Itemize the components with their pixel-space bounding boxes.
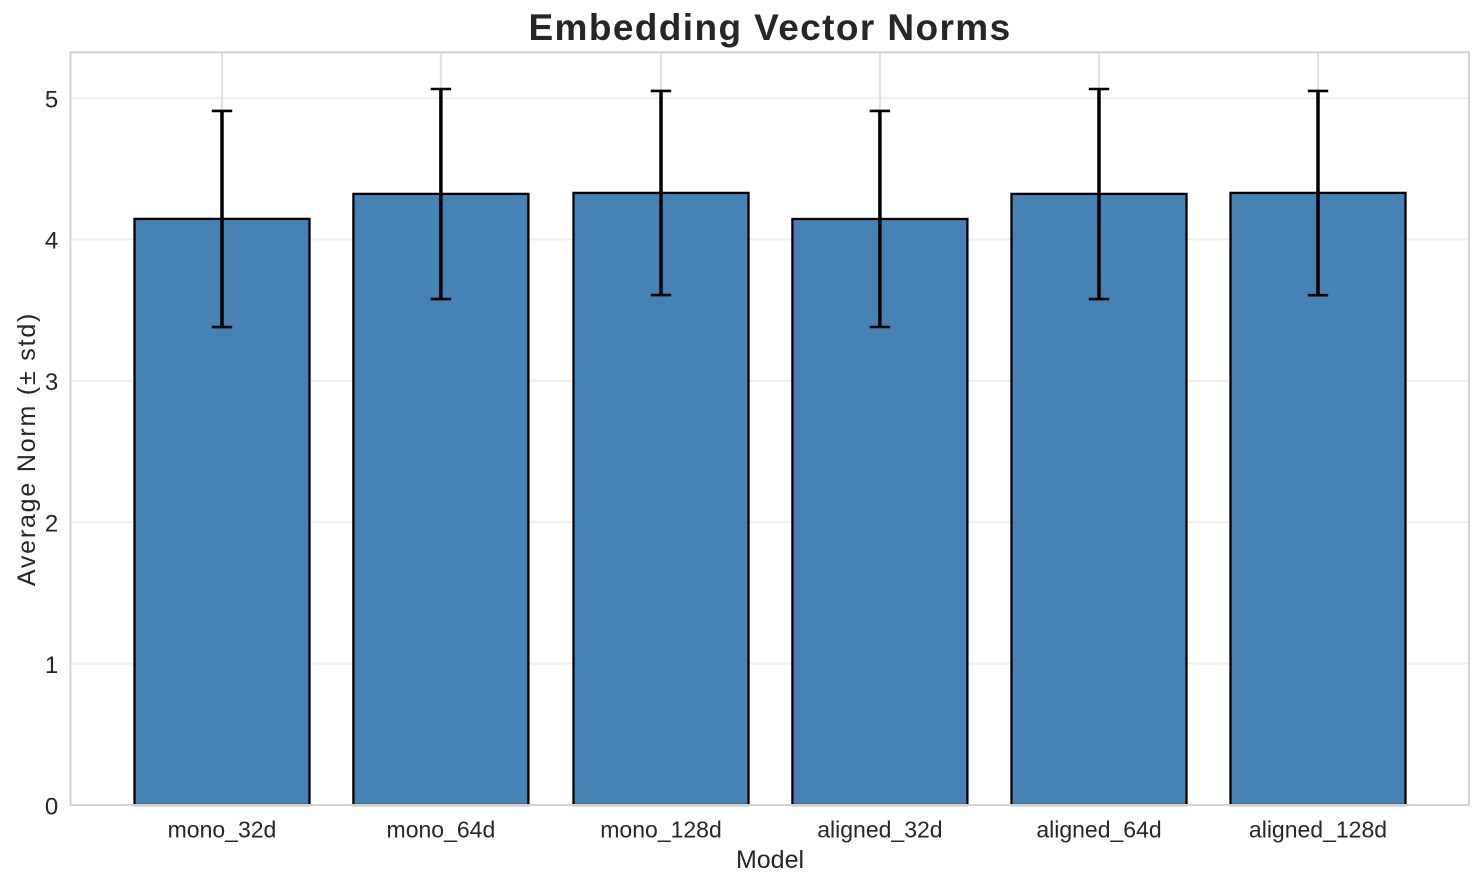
- svg-text:Model: Model: [736, 846, 804, 874]
- svg-text:5: 5: [45, 86, 58, 113]
- svg-text:mono_128d: mono_128d: [600, 816, 722, 842]
- svg-text:3: 3: [45, 369, 58, 396]
- svg-text:Average Norm (± std): Average Norm (± std): [13, 312, 41, 586]
- svg-text:mono_64d: mono_64d: [387, 816, 496, 842]
- svg-text:0: 0: [45, 793, 58, 820]
- svg-text:Embedding Vector Norms: Embedding Vector Norms: [528, 7, 1011, 48]
- svg-text:aligned_32d: aligned_32d: [817, 816, 942, 842]
- svg-text:2: 2: [45, 511, 58, 538]
- svg-text:1: 1: [45, 652, 58, 679]
- svg-text:aligned_128d: aligned_128d: [1249, 816, 1387, 842]
- svg-text:4: 4: [45, 228, 58, 255]
- svg-text:mono_32d: mono_32d: [168, 816, 277, 842]
- svg-text:aligned_64d: aligned_64d: [1036, 816, 1161, 842]
